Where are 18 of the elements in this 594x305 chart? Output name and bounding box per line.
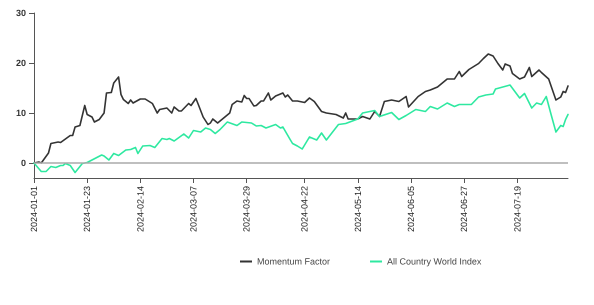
y-tick-label: 20: [16, 58, 26, 68]
y-tick-label: 0: [20, 158, 26, 168]
x-tick-label: 2024-07-19: [512, 186, 522, 232]
x-tick-label: 2024-06-05: [406, 186, 416, 232]
y-tick-label: 10: [16, 108, 26, 118]
legend-label: All Country World Index: [387, 256, 482, 266]
x-tick-label: 2024-03-29: [242, 186, 252, 232]
x-tick-label: 2024-04-22: [300, 186, 310, 232]
x-tick-label: 2024-01-23: [82, 186, 92, 232]
line-series: [33, 84, 569, 174]
y-tick-label: 30: [16, 8, 26, 18]
x-tick-label: 2024-05-14: [352, 186, 363, 232]
x-tick-label: 2024-06-27: [459, 186, 470, 232]
x-tick-label: 2024-01-01: [29, 186, 39, 232]
x-tick-label: 2024-02-14: [135, 186, 146, 232]
line-series: [33, 53, 569, 164]
x-tick-label: 2024-03-07: [188, 186, 198, 232]
legend-label: Momentum Factor: [257, 256, 330, 266]
